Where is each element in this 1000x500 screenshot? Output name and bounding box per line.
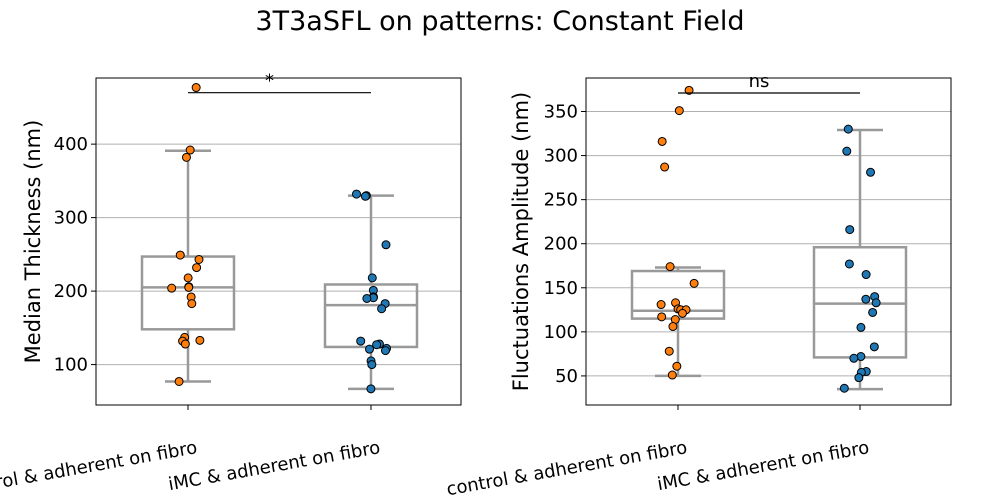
data-point bbox=[677, 308, 687, 318]
y-axis-label: Fluctuations Amplitude (nm) bbox=[509, 92, 533, 391]
data-point bbox=[187, 299, 197, 309]
data-point bbox=[667, 370, 677, 380]
data-point bbox=[684, 85, 694, 95]
x-tick-label: control & adherent on fibro bbox=[445, 437, 689, 500]
figure-title: 3T3aSFL on patterns: Constant Field bbox=[255, 6, 745, 37]
data-point bbox=[381, 240, 391, 250]
y-tick-label: 250 bbox=[544, 190, 578, 211]
data-point bbox=[194, 255, 204, 265]
significance-label: ns bbox=[749, 71, 770, 92]
plot-frame bbox=[585, 77, 952, 406]
y-tick-label: 150 bbox=[544, 278, 578, 299]
plot-frame bbox=[95, 77, 462, 406]
data-point bbox=[174, 376, 184, 386]
data-point bbox=[657, 136, 667, 146]
y-tick-label: 350 bbox=[544, 101, 578, 122]
data-point bbox=[845, 225, 855, 235]
y-tick-label: 300 bbox=[544, 146, 578, 167]
data-point bbox=[668, 322, 678, 332]
box-iqr bbox=[140, 255, 236, 331]
data-point bbox=[364, 344, 374, 354]
data-point bbox=[372, 340, 382, 350]
data-point bbox=[380, 346, 390, 356]
data-point bbox=[360, 191, 370, 201]
boxplot-2 bbox=[323, 194, 419, 391]
significance-label: * bbox=[265, 71, 274, 92]
data-point bbox=[665, 262, 675, 272]
data-point bbox=[195, 335, 205, 345]
data-point bbox=[660, 162, 670, 172]
data-point bbox=[656, 300, 666, 310]
data-point bbox=[191, 83, 201, 93]
data-point bbox=[352, 189, 362, 199]
data-point bbox=[842, 146, 852, 156]
data-point bbox=[181, 152, 191, 162]
data-point bbox=[843, 124, 853, 134]
data-point bbox=[377, 304, 387, 314]
data-point bbox=[849, 353, 859, 363]
x-tick-label: iMC & adherent on fibro bbox=[167, 437, 382, 495]
data-point bbox=[192, 263, 202, 273]
data-point bbox=[854, 373, 864, 383]
y-tick-label: 200 bbox=[544, 234, 578, 255]
chart-panel-2: 50 100 150 200 250 300 350 ns control & adherent… bbox=[445, 71, 952, 500]
data-point bbox=[869, 342, 879, 352]
data-point bbox=[356, 336, 366, 346]
data-point bbox=[167, 283, 177, 293]
y-tick-label: 200 bbox=[54, 281, 88, 302]
data-point bbox=[856, 322, 866, 332]
data-point bbox=[183, 273, 193, 283]
data-point bbox=[664, 346, 674, 356]
data-point bbox=[689, 278, 699, 288]
boxplot-1 bbox=[630, 266, 726, 378]
data-point bbox=[861, 294, 871, 304]
y-tick-label: 100 bbox=[544, 322, 578, 343]
data-point bbox=[367, 273, 377, 283]
data-point bbox=[861, 270, 871, 280]
data-point bbox=[674, 106, 684, 116]
data-point bbox=[871, 298, 881, 308]
data-point bbox=[184, 282, 194, 292]
box-iqr bbox=[812, 245, 908, 359]
data-point bbox=[657, 312, 667, 322]
y-axis-label: Median Thickness (nm) bbox=[21, 120, 45, 364]
data-point bbox=[844, 259, 854, 269]
boxplot-2 bbox=[812, 128, 908, 391]
y-tick-label: 100 bbox=[54, 355, 88, 376]
y-tick-label: 50 bbox=[555, 366, 578, 387]
y-tick-label: 300 bbox=[54, 208, 88, 229]
data-point bbox=[175, 250, 185, 260]
data-point bbox=[839, 383, 849, 393]
data-point bbox=[366, 384, 376, 394]
data-point bbox=[367, 360, 377, 370]
data-point bbox=[362, 293, 372, 303]
x-tick-label: iMC & adherent on fibro bbox=[656, 437, 871, 495]
data-point bbox=[180, 339, 190, 349]
data-point bbox=[185, 145, 195, 155]
y-tick-label: 400 bbox=[54, 134, 88, 155]
data-point bbox=[868, 307, 878, 317]
data-point bbox=[672, 361, 682, 371]
data-point bbox=[866, 167, 876, 177]
